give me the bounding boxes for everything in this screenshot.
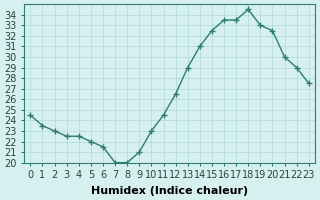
X-axis label: Humidex (Indice chaleur): Humidex (Indice chaleur)	[91, 186, 248, 196]
